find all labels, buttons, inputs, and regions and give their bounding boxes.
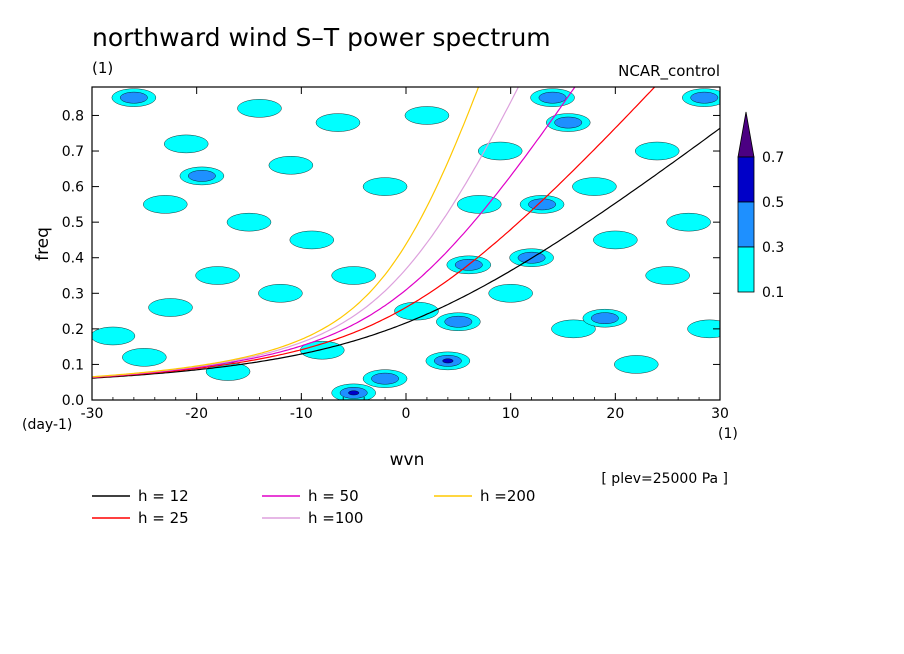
contour-blob [122, 348, 167, 367]
dispersion-curve [92, 87, 480, 378]
dispersion-curve [92, 127, 720, 379]
colorbar-arrow [737, 111, 755, 158]
x-tick-label: 0 [402, 406, 411, 422]
dispersion-curve [92, 87, 656, 379]
colorbar-label: 0.5 [762, 195, 784, 211]
x-axis-label: wvn [390, 450, 425, 470]
dispersion-curve [92, 87, 520, 378]
chart-title: northward wind S–T power spectrum [92, 23, 551, 52]
colorbar-segment [737, 156, 755, 203]
dispersion-curves [92, 87, 720, 379]
legend-label: h = 12 [138, 487, 189, 505]
x-tick-label: -20 [185, 406, 208, 422]
contour-blob [362, 177, 408, 196]
x-tick-label: -30 [81, 406, 104, 422]
contour-blob [404, 106, 450, 125]
legend-label: h = 50 [308, 487, 359, 505]
contour-blob [331, 266, 376, 285]
colorbar-label: 0.3 [762, 240, 784, 256]
contour-blob [551, 319, 596, 339]
colorbar-segment [737, 201, 755, 248]
colorbar-segment [737, 246, 755, 293]
contour-blob [635, 141, 680, 161]
contour-blob [163, 134, 209, 154]
contour-blob [188, 170, 216, 182]
contour-blob [148, 298, 193, 317]
y-axis-ticks: 0.0 0.1 0.2 0.3 0.4 0.5 0.6 0.7 0.8 [62, 108, 720, 409]
contour-blob [687, 319, 720, 339]
contour-blob [488, 284, 533, 303]
legend-label: h =200 [480, 487, 535, 505]
y-tick-label: 0.6 [62, 180, 84, 196]
x-tick-label: 20 [606, 406, 624, 422]
contour-blob [268, 156, 314, 175]
contour-blob [666, 212, 711, 232]
y-tick-label: 0.8 [62, 108, 84, 124]
contour-blob [315, 113, 361, 132]
contour-blob [442, 358, 454, 364]
contour-blob [538, 91, 567, 104]
subtitle-left: (1) [92, 59, 113, 77]
x-tick-label: 10 [502, 406, 520, 422]
x-axis-unit: (1) [718, 426, 738, 442]
contour-blob [120, 91, 148, 104]
contour-blob [348, 390, 360, 396]
y-tick-label: 0.4 [62, 251, 84, 267]
contour-blob [237, 99, 282, 118]
subtitle-right: NCAR_control [618, 62, 720, 81]
contour-blob [457, 195, 502, 214]
contour-blob [554, 116, 583, 129]
y-tick-label: 0.0 [62, 393, 84, 409]
y-tick-label: 0.7 [62, 144, 84, 160]
x-tick-label: -10 [290, 406, 313, 422]
colorbar-label: 0.1 [762, 285, 784, 301]
contour-blob [226, 212, 272, 232]
level-note: [ plev=25000 Pa ] [601, 471, 728, 487]
contour-blob [371, 372, 399, 385]
contour-blob [690, 91, 719, 104]
legend-label: h =100 [308, 509, 363, 527]
contour-blob [478, 141, 523, 161]
y-tick-label: 0.3 [62, 286, 84, 302]
contour-blob [645, 266, 690, 285]
contour-blob [572, 177, 617, 196]
y-axis-label: freq [33, 227, 53, 261]
contour-blob [143, 195, 188, 214]
contour-blob [258, 284, 303, 303]
legend-label: h = 25 [138, 509, 189, 527]
x-axis-ticks: -30 -20 -10 0 10 20 30 [81, 87, 729, 422]
y-axis-unit: (day-1) [22, 417, 72, 433]
contour-blob [195, 266, 240, 285]
contour-blob [591, 312, 619, 324]
contour-blobs [92, 88, 720, 400]
colorbar: 0.7 0.5 0.3 0.1 [737, 111, 784, 301]
y-tick-label: 0.5 [62, 215, 84, 231]
contour-blob [614, 355, 659, 374]
contour-blob [444, 315, 473, 328]
contour-blob [92, 326, 136, 346]
x-tick-label: 30 [711, 406, 729, 422]
contour-blob [394, 301, 439, 321]
colorbar-label: 0.7 [762, 150, 784, 166]
dispersion-curve [92, 87, 576, 378]
y-tick-label: 0.2 [62, 322, 84, 338]
y-tick-label: 0.1 [62, 357, 84, 373]
contour-blob [289, 230, 334, 250]
contour-blob [593, 230, 638, 250]
curve-legend: h = 12 h = 25 h = 50 h =100 h =200 [92, 487, 535, 527]
